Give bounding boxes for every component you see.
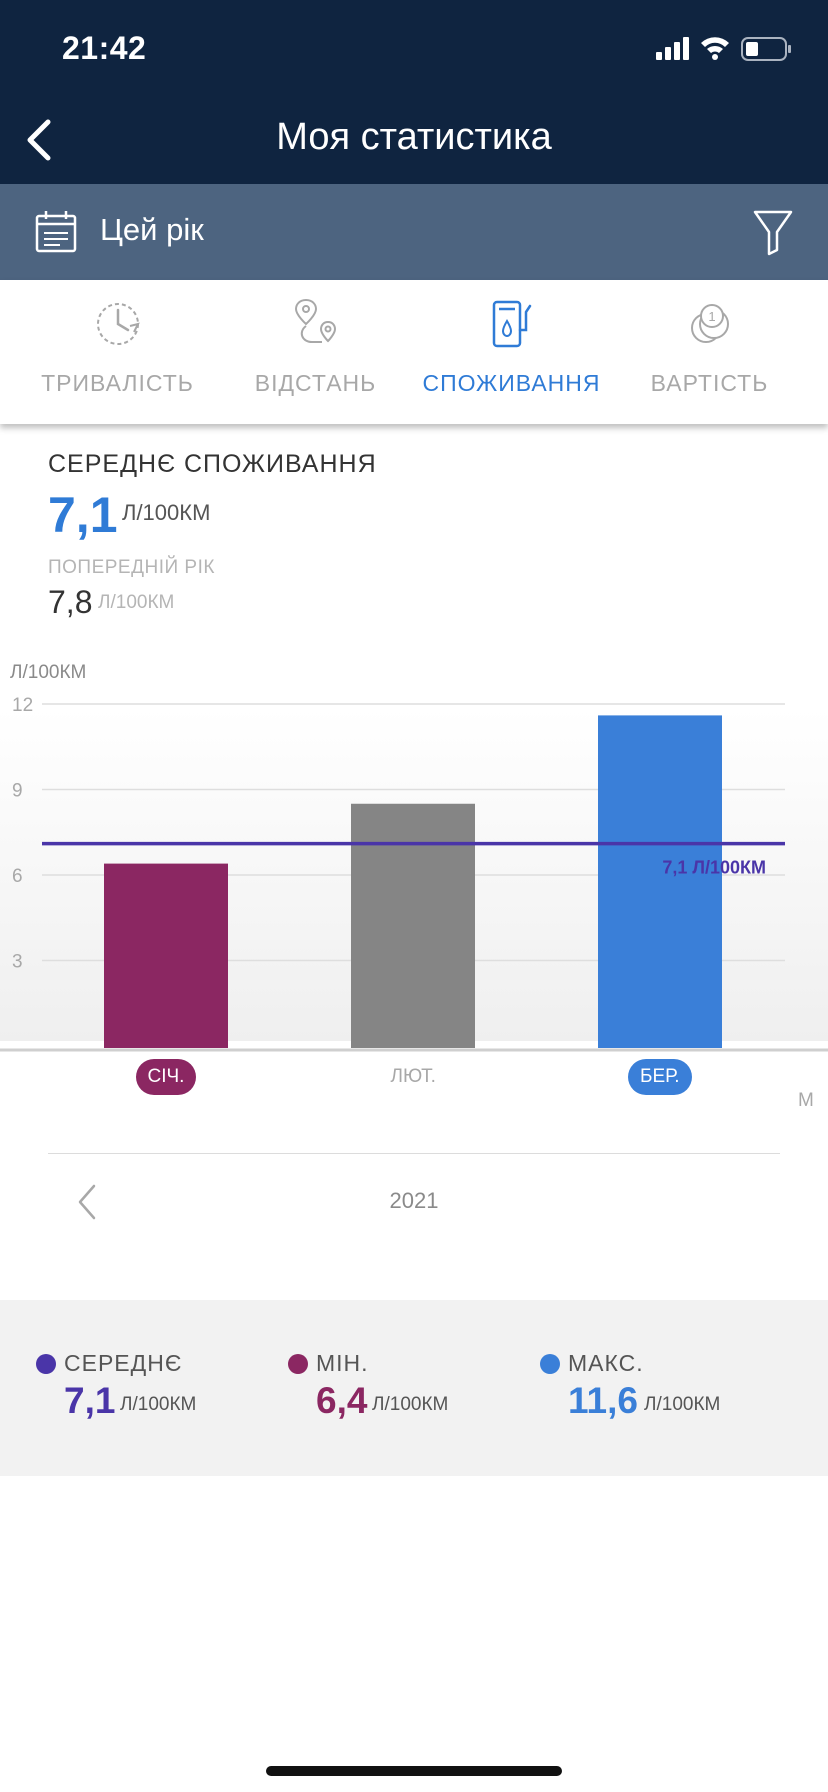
stats-legend: СЕРЕДНЄ 7,1 Л/100КМ МІН. 6,4 Л/100КМ МАК… — [0, 1300, 828, 1476]
divider — [48, 1153, 780, 1154]
calendar-icon — [34, 208, 78, 254]
chevron-left-icon — [78, 1184, 96, 1220]
month-label[interactable]: БЕР. — [628, 1059, 692, 1095]
filter-icon[interactable] — [752, 208, 794, 256]
route-pin-icon — [288, 296, 344, 352]
page-title: Моя статистика — [276, 116, 552, 158]
y-tick-label: 12 — [12, 695, 33, 716]
legend-title: МІН. — [316, 1350, 369, 1376]
fuel-pump-icon — [484, 296, 540, 352]
previous-year-button[interactable] — [72, 1180, 104, 1224]
wifi-icon — [701, 37, 729, 60]
legend-value: 6,4 — [316, 1380, 368, 1421]
chevron-left-icon — [27, 119, 51, 161]
legend-unit: Л/100КМ — [372, 1394, 449, 1415]
battery-icon — [741, 37, 791, 61]
legend-dot — [540, 1354, 560, 1374]
cellular-signal-icon — [656, 37, 689, 60]
average-line-label: 7,1 Л/100КМ — [662, 858, 766, 878]
stats-tabs: ТРИВАЛІСТЬ ВІДСТАНЬ СПОЖИВАННЯ — [0, 280, 828, 424]
legend-value: 7,1 — [64, 1380, 116, 1421]
average-consumption-title: СЕРЕДНЄ СПОЖИВАННЯ — [48, 450, 377, 478]
legend-title: СЕРЕДНЄ — [64, 1350, 183, 1376]
svg-text:1: 1 — [708, 309, 715, 324]
previous-year-title: ПОПЕРЕДНІЙ РІК — [48, 557, 215, 578]
average-consumption-unit: Л/100КМ — [122, 500, 211, 525]
tab-label: ВІДСТАНЬ — [254, 370, 377, 396]
legend-unit: Л/100КМ — [644, 1394, 721, 1415]
coins-icon: 1 — [682, 296, 738, 352]
chart-y-axis-label: Л/100КМ — [10, 662, 87, 683]
status-icons — [656, 34, 792, 64]
bar-1 — [104, 863, 228, 1048]
tab-consumption[interactable]: СПОЖИВАННЯ — [408, 280, 615, 424]
legend-dot — [288, 1354, 308, 1374]
legend-dot — [36, 1354, 56, 1374]
legend-unit: Л/100КМ — [120, 1394, 197, 1415]
period-label[interactable]: Цей рік — [100, 212, 204, 247]
legend-value: 11,6 — [568, 1380, 638, 1421]
tab-cost[interactable]: 1 ВАРТІСТЬ — [606, 280, 813, 424]
chart-edge-label: М — [798, 1090, 814, 1111]
tab-duration[interactable]: ТРИВАЛІСТЬ — [14, 280, 221, 424]
month-label[interactable]: СІЧ. — [135, 1059, 197, 1095]
legend-title: МАКС. — [568, 1350, 644, 1376]
status-time: 21:42 — [62, 30, 147, 66]
period-filter-bar[interactable]: Цей рік — [0, 184, 828, 280]
back-button[interactable] — [18, 112, 66, 168]
previous-year-value: 7,8 — [48, 584, 93, 620]
clock-icon — [90, 296, 146, 352]
month-label[interactable]: ЛЮТ. — [390, 1066, 436, 1087]
tab-label: ВАРТІСТЬ — [650, 370, 769, 396]
bar-2 — [351, 803, 475, 1048]
tab-label: СПОЖИВАННЯ — [422, 370, 601, 396]
previous-year-unit: Л/100КМ — [98, 592, 175, 613]
average-consumption-value: 7,1 — [48, 487, 118, 543]
app-header: 21:42 Моя статистика — [0, 0, 828, 184]
consumption-bar-chart: 3 6 9 12 7,1 Л/100КМ — [0, 695, 828, 1052]
y-tick-label: 9 — [12, 781, 23, 802]
tab-distance[interactable]: ВІДСТАНЬ — [212, 280, 419, 424]
y-tick-label: 6 — [12, 866, 23, 887]
tab-label: ТРИВАЛІСТЬ — [41, 370, 194, 396]
bar-3 — [598, 715, 722, 1048]
year-label: 2021 — [389, 1188, 439, 1213]
y-tick-label: 3 — [12, 952, 23, 973]
home-indicator — [266, 1766, 562, 1776]
